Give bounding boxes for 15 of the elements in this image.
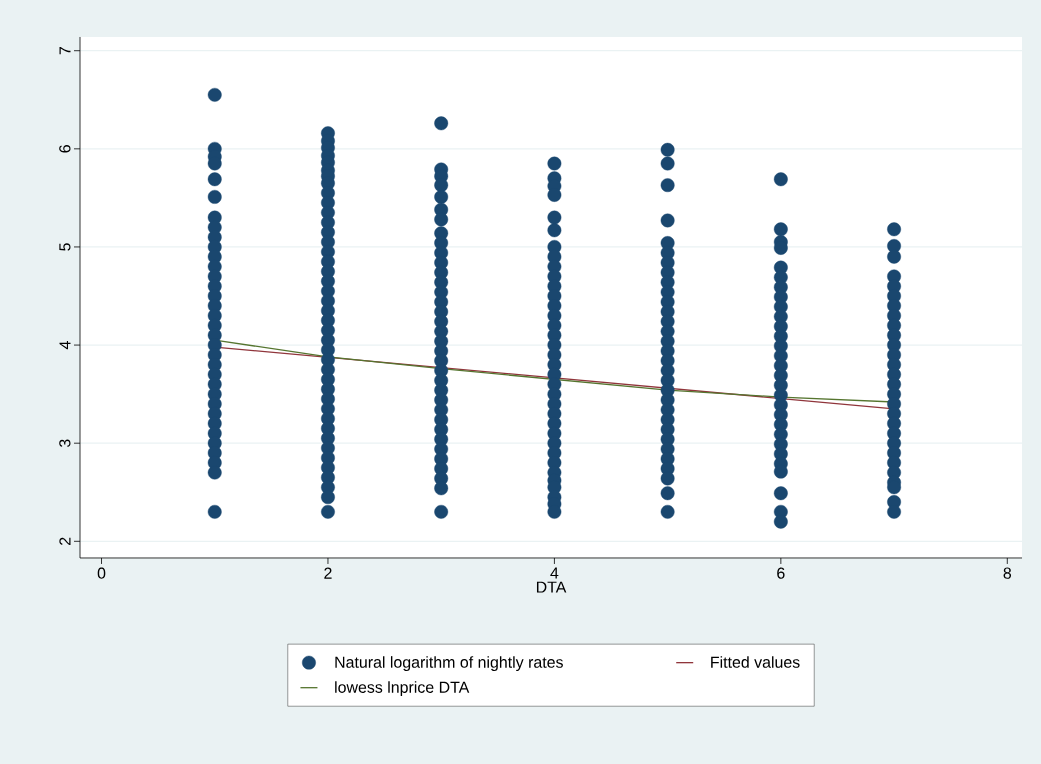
y-tick-label: 2: [59, 537, 71, 545]
y-tick-label: 5: [59, 243, 71, 251]
y-tick-label: 4: [59, 341, 71, 350]
legend-label: Natural logarithm of nightly rates: [335, 656, 563, 671]
x-tick-label: 2: [324, 567, 332, 579]
x-tick-label: 8: [1003, 567, 1012, 579]
x-tick-label: 0: [97, 567, 106, 579]
x-tick-label: 4: [550, 567, 559, 579]
legend-label: Fitted values: [711, 656, 800, 668]
y-tick-label: 6: [59, 145, 71, 153]
y-tick-label: 3: [59, 439, 71, 448]
x-tick-label: 6: [777, 567, 785, 579]
y-tick-label: 7: [59, 47, 71, 55]
x-axis-title: DTA: [536, 581, 567, 593]
legend-label: lowess lnprice DTA: [335, 681, 470, 697]
